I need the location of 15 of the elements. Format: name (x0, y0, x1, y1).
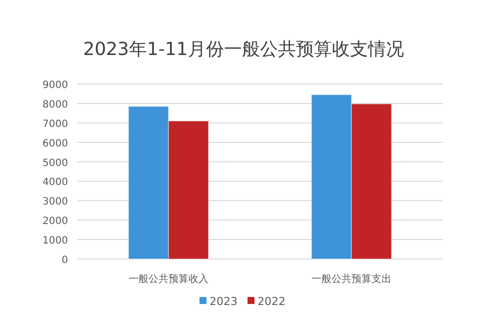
y-tick-label: 2000 (42, 216, 68, 228)
y-tick-label: 6000 (42, 138, 68, 150)
y-tick-label: 1000 (42, 236, 68, 247)
y-tick-label: 0 (62, 255, 68, 266)
y-tick-label: 3000 (42, 196, 68, 208)
x-tick-label: 一般公共预算支出 (312, 273, 392, 285)
y-tick-label: 7000 (42, 118, 68, 130)
legend-label: 2023 (210, 295, 238, 308)
y-tick-label: 4000 (42, 177, 68, 188)
y-tick-label: 9000 (42, 80, 68, 91)
x-tick-label: 一般公共预算收入 (128, 273, 208, 285)
chart-title: 2023年1-11月份一般公共预算收支情况 (83, 39, 404, 60)
y-tick-label: 8000 (42, 99, 68, 110)
legend-label: 2022 (258, 295, 286, 308)
y-tick-label: 5000 (42, 158, 68, 169)
